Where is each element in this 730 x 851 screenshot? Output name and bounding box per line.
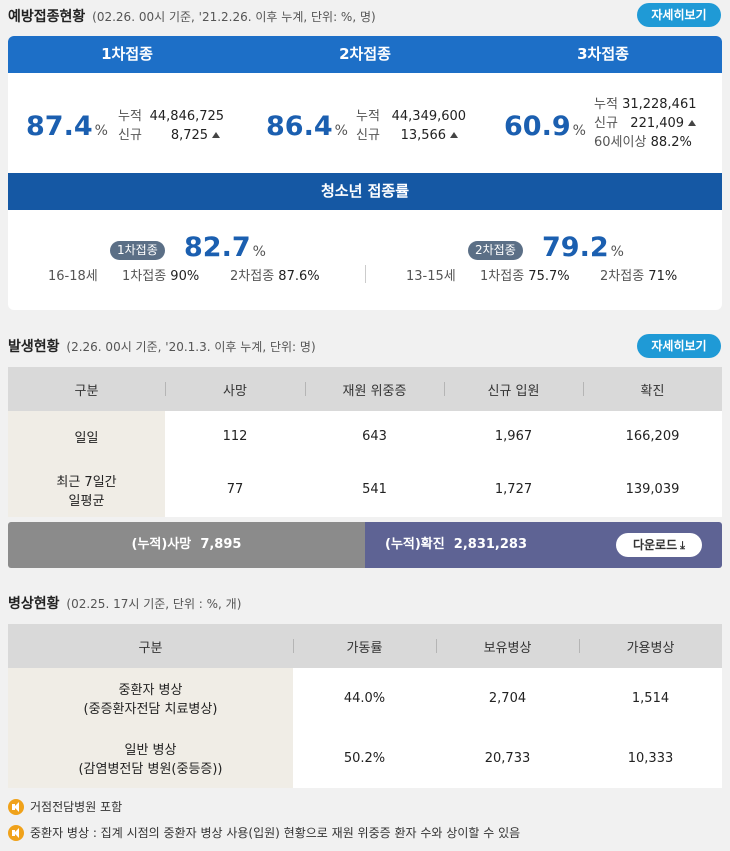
- youth1-age: 16-18세: [48, 269, 98, 284]
- cell: 77: [226, 482, 244, 497]
- youth-header: 청소년 접종률: [8, 173, 722, 210]
- occurrence-subtitle: (2.26. 00시 기준, '20.1.3. 이후 누계, 단위: 명): [66, 340, 316, 354]
- note-item: 거점전담병원 포함: [8, 798, 122, 815]
- vaccination-card: 1차접종 2차접종 3차접종 87.4% 누적 44,846,725 신규 8,…: [8, 36, 722, 310]
- youth1-dose2: 2차접종 87.6%: [230, 269, 320, 284]
- cumulative-summary: (누적)사망 7,895 (누적)확진 2,831,283 다운로드 ⤓: [8, 522, 722, 568]
- youth2-dose2: 2차접종 71%: [600, 269, 678, 284]
- dose1-rate: 87.4%: [26, 111, 108, 142]
- dose2-cumulative: 누적 44,349,600: [356, 109, 467, 124]
- dose1-header: 1차접종: [101, 45, 153, 63]
- dose1-cumulative: 누적 44,846,725: [118, 109, 225, 124]
- youth-stats: 1차접종 82.7% 16-18세 1차접종 90% 2차접종 87.6% 2차…: [8, 210, 722, 310]
- dose1-stats: 87.4% 누적 44,846,725 신규 8,725: [8, 73, 246, 173]
- cell: 50.2%: [343, 750, 386, 766]
- table-header-row: 구분 가동률 보유병상 가용병상: [8, 624, 722, 668]
- col-occupancy: 가동률: [293, 624, 436, 668]
- speaker-icon: [8, 824, 24, 841]
- col-owned-beds: 보유병상: [436, 624, 579, 668]
- dose3-rate: 60.9%: [504, 111, 586, 142]
- dose2-header: 2차접종: [339, 45, 391, 63]
- cell: 1,967: [494, 429, 533, 444]
- dose2-rate: 86.4%: [266, 111, 348, 142]
- cell: 112: [222, 429, 248, 444]
- cell: 541: [362, 482, 387, 497]
- cell: 1,514: [631, 690, 670, 706]
- cell: 10,333: [627, 750, 674, 766]
- youth2-badge: 2차접종: [468, 241, 523, 260]
- table-row: 일반 병상 (감염병전담 병원(중등증)) 50.2% 20,733 10,333: [8, 728, 722, 788]
- occurrence-title: 발생현황 (2.26. 00시 기준, '20.1.3. 이후 누계, 단위: …: [8, 339, 316, 355]
- beds-subtitle: (02.25. 17시 기준, 단위 : %, 개): [66, 597, 242, 611]
- youth2-age: 13-15세: [406, 269, 456, 284]
- occurrence-more-button[interactable]: 자세히보기: [637, 334, 721, 358]
- youth-divider: [365, 265, 366, 283]
- youth2-rate: 79.2%: [542, 232, 624, 263]
- cell: 139,039: [625, 482, 680, 497]
- cell: 20,733: [484, 750, 531, 766]
- dose3-new: 신규 221,409: [594, 112, 697, 131]
- vaccination-title: 예방접종현황 (02.26. 00시 기준, '21.2.26. 이후 누계, …: [8, 9, 376, 25]
- row-label: 일일: [8, 411, 165, 462]
- col-available-beds: 가용병상: [579, 624, 722, 668]
- speaker-icon: [8, 798, 24, 815]
- table-row: 일일 112 643 1,967 166,209: [8, 411, 722, 462]
- up-arrow-icon: [450, 132, 459, 138]
- up-arrow-icon: [212, 132, 221, 138]
- youth1-badge: 1차접종: [110, 241, 165, 260]
- youth1-rate: 82.7%: [184, 232, 266, 263]
- cell: 1,727: [494, 482, 533, 497]
- dose3-elderly: 60세이상 88.2%: [594, 135, 692, 150]
- beds-table: 구분 가동률 보유병상 가용병상 중환자 병상 (중증환자전담 치료병상) 44.…: [8, 624, 722, 788]
- table-row: 중환자 병상 (중증환자전담 치료병상) 44.0% 2,704 1,514: [8, 668, 722, 728]
- col-death: 사망: [165, 367, 305, 411]
- col-severe: 재원 위중증: [305, 367, 444, 411]
- cell: 2,704: [488, 690, 527, 706]
- dose2-stats: 86.4% 누적 44,349,600 신규 13,566: [246, 73, 484, 173]
- row-label: 일반 병상 (감염병전담 병원(중등증)): [8, 728, 293, 788]
- col-admission: 신규 입원: [444, 367, 583, 411]
- cell: 166,209: [625, 429, 680, 444]
- beds-title: 병상현황 (02.25. 17시 기준, 단위 : %, 개): [8, 596, 242, 612]
- dose2-new: 신규 13,566: [356, 124, 459, 143]
- table-header-row: 구분 사망 재원 위중증 신규 입원 확진: [8, 367, 722, 411]
- dose-header-row: 1차접종 2차접종 3차접종: [8, 36, 722, 73]
- dose3-stats: 60.9% 누적 31,228,461 신규 221,409 60세이상 88.…: [484, 73, 722, 173]
- cumulative-confirmed: (누적)확진 2,831,283 다운로드 ⤓: [365, 522, 722, 568]
- occurrence-table: 구분 사망 재원 위중증 신규 입원 확진 일일 112 643 1,967 1…: [8, 367, 722, 517]
- col-category: 구분: [8, 624, 293, 668]
- col-category: 구분: [8, 367, 165, 411]
- dose1-new: 신규 8,725: [118, 124, 221, 143]
- dose-stats-row: 87.4% 누적 44,846,725 신규 8,725 86.4% 누적 44…: [8, 73, 722, 173]
- cumulative-death: (누적)사망 7,895: [8, 522, 365, 568]
- vaccination-subtitle: (02.26. 00시 기준, '21.2.26. 이후 누계, 단위: %, …: [92, 10, 376, 24]
- table-row: 최근 7일간 일평균 77 541 1,727 139,039: [8, 462, 722, 517]
- row-label: 최근 7일간 일평균: [8, 462, 165, 517]
- up-arrow-icon: [688, 120, 697, 126]
- dose3-cumulative: 누적 31,228,461: [594, 97, 697, 112]
- note-item: 중환자 병상 : 집계 시점의 중환자 병상 사용(입원) 현황으로 재원 위중…: [8, 824, 520, 841]
- download-icon: ⤓: [680, 539, 686, 552]
- youth2-dose1: 1차접종 75.7%: [480, 269, 570, 284]
- col-confirmed: 확진: [583, 367, 722, 411]
- cell: 44.0%: [343, 690, 386, 706]
- youth1-dose1: 1차접종 90%: [122, 269, 200, 284]
- cell: 643: [362, 429, 387, 444]
- download-button[interactable]: 다운로드 ⤓: [616, 533, 702, 557]
- dose3-header: 3차접종: [577, 45, 629, 63]
- vaccination-more-button[interactable]: 자세히보기: [637, 3, 721, 27]
- row-label: 중환자 병상 (중증환자전담 치료병상): [8, 668, 293, 728]
